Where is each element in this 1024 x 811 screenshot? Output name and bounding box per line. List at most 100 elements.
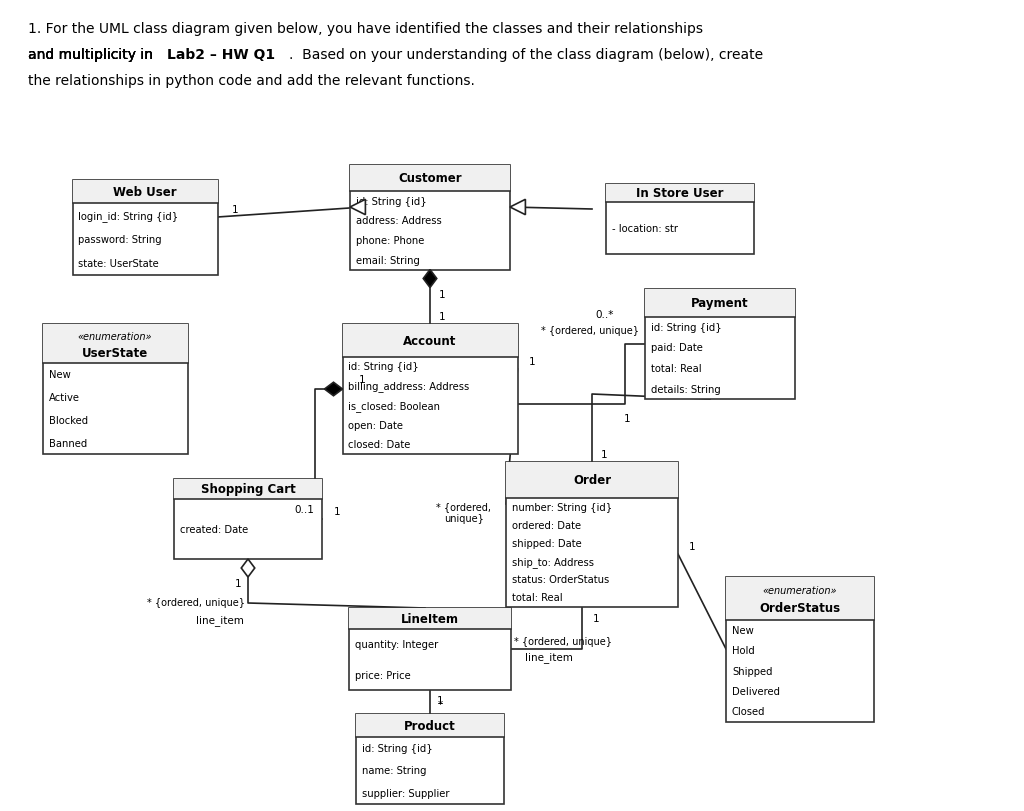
Text: Delivered: Delivered [732,686,780,696]
Text: Customer: Customer [398,172,462,185]
Text: phone: Phone: phone: Phone [356,236,424,246]
Text: Product: Product [404,719,456,732]
Text: supplier: Supplier: supplier: Supplier [362,787,450,798]
Text: is_closed: Boolean: is_closed: Boolean [348,401,440,411]
Text: 0..*: 0..* [596,310,614,320]
Text: 1: 1 [334,506,340,517]
Text: and multiplicity in: and multiplicity in [28,48,158,62]
Text: status: OrderStatus: status: OrderStatus [512,575,609,585]
Text: quantity: Integer: quantity: Integer [355,639,438,649]
Text: 1: 1 [232,204,239,215]
Bar [73,180,217,275]
Text: 0..1: 0..1 [295,504,314,514]
Text: total: Real: total: Real [512,593,562,603]
Text: state: UserState: state: UserState [79,259,160,268]
Text: email: String: email: String [356,255,420,265]
Text: id: String {id}: id: String {id} [651,323,722,333]
Bar [349,608,511,629]
Text: 1: 1 [234,578,242,588]
Text: New: New [732,625,754,635]
Text: created: Date: created: Date [180,525,248,534]
Text: In Store User: In Store User [636,187,724,200]
Text: billing_address: Address: billing_address: Address [348,381,470,392]
Text: Account: Account [403,334,457,347]
Bar [356,714,504,736]
Text: 1: 1 [601,449,607,459]
Text: line_item: line_item [196,615,244,625]
Text: and multiplicity in: and multiplicity in [28,48,158,62]
Text: total: Real: total: Real [651,363,701,374]
Text: OrderStatus: OrderStatus [760,602,841,615]
Bar [43,324,187,454]
Text: Banned: Banned [48,438,87,448]
Text: Order: Order [573,474,611,487]
Bar [350,165,510,270]
Text: - location: str: - location: str [612,224,678,234]
Bar [350,165,510,191]
Text: 1: 1 [689,541,695,551]
Text: shipped: Date: shipped: Date [512,539,582,548]
Text: ordered: Date: ordered: Date [512,521,582,530]
Text: line_item: line_item [525,652,573,663]
Bar [342,324,517,357]
Bar [506,462,678,498]
Text: Payment: Payment [691,297,749,310]
Text: Web User: Web User [114,186,177,199]
Bar [174,479,322,500]
Text: Lab2 – HW Q1: Lab2 – HW Q1 [167,48,275,62]
Text: * {ordered, unique}: * {ordered, unique} [541,325,639,336]
Polygon shape [423,270,437,288]
Text: 1. For the UML class diagram given below, you have identified the classes and th: 1. For the UML class diagram given below… [28,22,703,36]
Text: and multiplicity in: and multiplicity in [28,48,158,62]
Text: ship_to: Address: ship_to: Address [512,556,594,567]
Text: id: String {id}: id: String {id} [362,743,433,753]
Text: 1: 1 [438,311,445,322]
Bar [43,324,187,363]
Text: Hold: Hold [732,646,755,655]
Text: 1: 1 [438,290,445,299]
Text: number: String {id}: number: String {id} [512,502,612,513]
Text: and multiplicity in: and multiplicity in [28,48,158,62]
Text: password: String: password: String [79,234,162,245]
Text: 1: 1 [624,414,631,423]
Polygon shape [350,200,366,216]
Polygon shape [325,383,342,397]
Text: id: String {id}: id: String {id} [356,196,427,206]
Text: open: Date: open: Date [348,420,403,430]
Bar [645,290,795,317]
Text: address: Address: address: Address [356,216,441,226]
Text: 1: 1 [593,614,599,624]
Bar [349,608,511,690]
Polygon shape [510,200,525,216]
Text: «enumeration»: «enumeration» [78,332,153,342]
Bar [606,185,754,202]
Text: login_id: String {id}: login_id: String {id} [79,210,179,221]
Text: *: * [437,699,442,709]
Text: 1: 1 [359,375,366,384]
Text: Closed: Closed [732,706,766,716]
Text: the relationships in python code and add the relevant functions.: the relationships in python code and add… [28,74,475,88]
Bar [73,180,217,204]
Text: UserState: UserState [82,346,148,359]
Polygon shape [242,560,255,577]
Text: name: String: name: String [362,766,427,775]
Text: New: New [48,370,71,380]
Bar [506,462,678,607]
Text: * {ordered, unique}: * {ordered, unique} [514,636,612,646]
Text: 1: 1 [436,695,443,705]
Text: Shopping Cart: Shopping Cart [201,483,295,496]
Text: «enumeration»: «enumeration» [763,586,838,596]
Text: Blocked: Blocked [48,415,88,425]
Text: 1: 1 [529,357,536,367]
Text: closed: Date: closed: Date [348,440,411,449]
Bar [645,290,795,400]
Text: Active: Active [48,393,80,402]
Text: price: Price: price: Price [355,670,411,680]
Text: Shipped: Shipped [732,666,772,676]
Bar [174,479,322,560]
Text: LineItem: LineItem [401,612,459,625]
Bar [726,577,874,722]
Bar [356,714,504,804]
Bar [342,324,517,454]
Text: id: String {id}: id: String {id} [348,362,419,371]
